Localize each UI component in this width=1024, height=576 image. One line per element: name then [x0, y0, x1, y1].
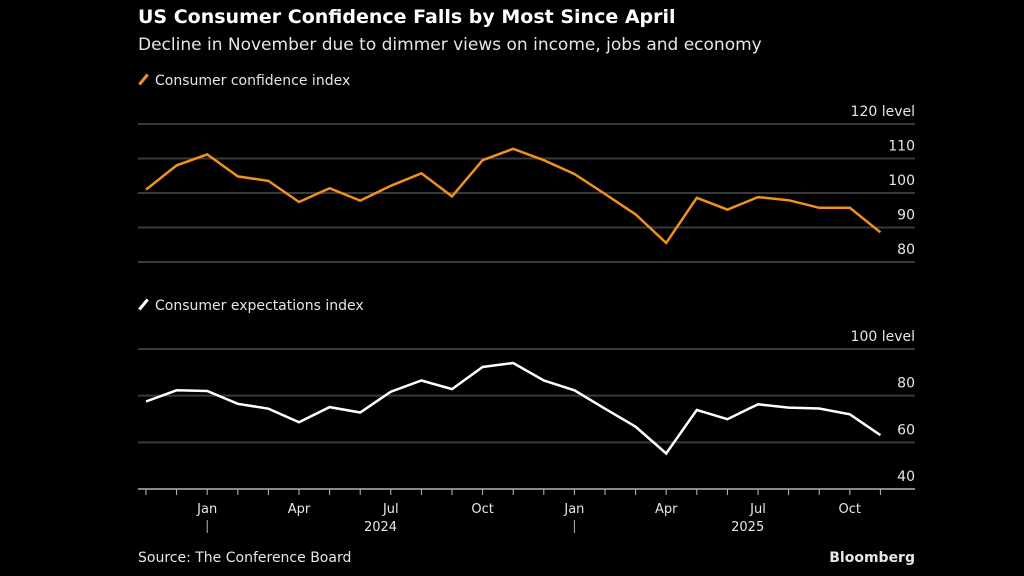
source-note: Source: The Conference Board	[138, 550, 352, 566]
y-tick-label: 100	[888, 173, 915, 189]
y-tick-label: 90	[897, 208, 915, 224]
x-month-label: Jan	[196, 502, 217, 517]
y-tick-label: 80	[897, 376, 915, 392]
legend-confidence-label: Consumer confidence index	[155, 73, 351, 89]
expectations-line	[145, 361, 882, 456]
x-month-label: Jul	[382, 502, 399, 517]
legend-expectations-label: Consumer expectations index	[155, 298, 364, 314]
chart-title: US Consumer Confidence Falls by Most Sin…	[138, 6, 676, 28]
x-year-label: 2025	[731, 520, 764, 535]
chart-subtitle: Decline in November due to dimmer views …	[138, 35, 762, 55]
legend-expectations: Consumer expectations index	[138, 298, 364, 314]
x-month-label: Oct	[471, 502, 493, 517]
x-month-label: Apr	[655, 502, 678, 517]
y-tick-label: 40	[897, 469, 915, 485]
legend-confidence: Consumer confidence index	[138, 73, 350, 89]
y-tick-label: 60	[897, 422, 915, 438]
y-tick-label: 110	[888, 139, 915, 155]
x-month-label: Jan	[563, 502, 584, 517]
y-tick-label: 80	[897, 242, 915, 258]
x-month-label: Jul	[749, 502, 766, 517]
bloomberg-logo: Bloomberg	[829, 550, 915, 566]
x-month-label: Apr	[288, 502, 311, 517]
confidence-line	[145, 147, 882, 245]
x-month-label: Oct	[839, 502, 861, 517]
y-tick-label: 100 level	[851, 329, 915, 345]
x-year-label: 2024	[364, 520, 397, 535]
y-tick-label: 120 level	[851, 104, 915, 120]
